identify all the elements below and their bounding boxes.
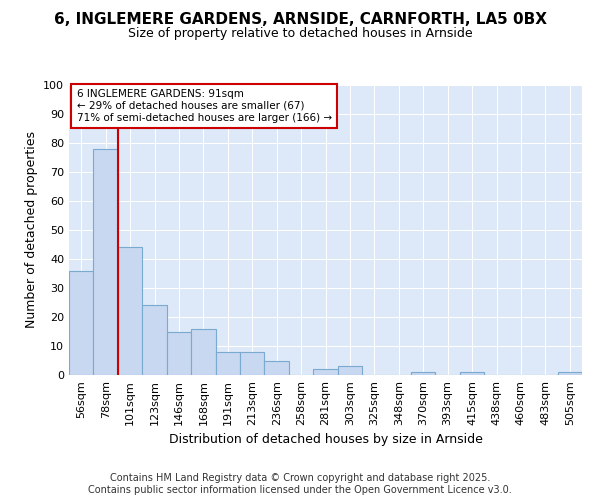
Text: 6, INGLEMERE GARDENS, ARNSIDE, CARNFORTH, LA5 0BX: 6, INGLEMERE GARDENS, ARNSIDE, CARNFORTH… bbox=[53, 12, 547, 28]
Bar bbox=[94, 149, 118, 375]
Bar bbox=[69, 270, 94, 375]
Bar bbox=[118, 248, 142, 375]
Bar bbox=[240, 352, 265, 375]
Bar bbox=[167, 332, 191, 375]
Bar bbox=[411, 372, 436, 375]
Bar bbox=[557, 372, 582, 375]
Text: Contains HM Land Registry data © Crown copyright and database right 2025.
Contai: Contains HM Land Registry data © Crown c… bbox=[88, 474, 512, 495]
Text: Size of property relative to detached houses in Arnside: Size of property relative to detached ho… bbox=[128, 28, 472, 40]
Bar bbox=[313, 369, 338, 375]
Bar bbox=[215, 352, 240, 375]
X-axis label: Distribution of detached houses by size in Arnside: Distribution of detached houses by size … bbox=[169, 433, 482, 446]
Text: 6 INGLEMERE GARDENS: 91sqm
← 29% of detached houses are smaller (67)
71% of semi: 6 INGLEMERE GARDENS: 91sqm ← 29% of deta… bbox=[77, 90, 332, 122]
Bar bbox=[265, 360, 289, 375]
Bar bbox=[460, 372, 484, 375]
Bar bbox=[191, 328, 215, 375]
Bar bbox=[338, 366, 362, 375]
Bar bbox=[142, 306, 167, 375]
Y-axis label: Number of detached properties: Number of detached properties bbox=[25, 132, 38, 328]
